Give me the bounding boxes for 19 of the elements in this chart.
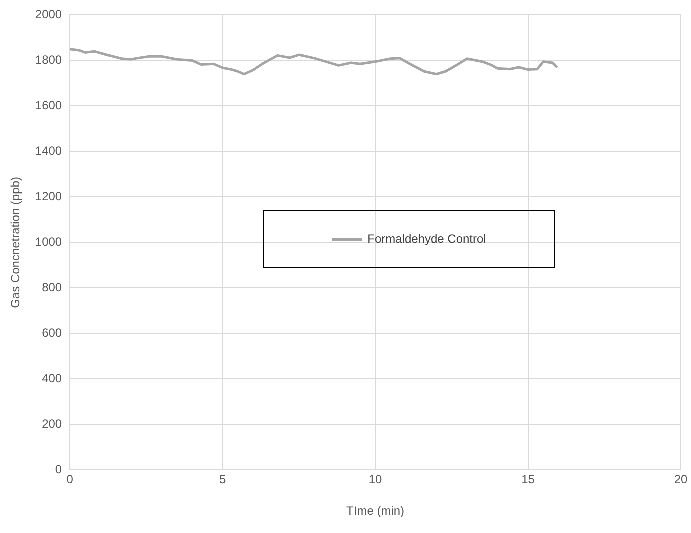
- x-axis-title: TIme (min): [346, 504, 405, 518]
- x-tick-label: 0: [66, 472, 74, 487]
- y-tick-label: 800: [42, 280, 62, 295]
- y-tick-label: 2000: [35, 8, 62, 22]
- y-axis-title: Gas Concnetration (ppb): [8, 176, 23, 308]
- y-tick-label: 400: [42, 372, 62, 386]
- y-tick-label: 200: [42, 417, 62, 432]
- y-tick-label: 600: [42, 326, 62, 340]
- y-tick-label: 1600: [35, 98, 62, 113]
- y-tick-label: 1200: [35, 190, 62, 204]
- legend-label: Formaldehyde Control: [368, 232, 486, 246]
- y-tick-label: 1400: [35, 144, 62, 158]
- x-tick-label: 10: [368, 472, 383, 487]
- x-tick-label: 20: [674, 472, 688, 487]
- y-tick-label: 1800: [35, 53, 62, 68]
- y-tick-label: 1000: [35, 235, 62, 250]
- x-tick-label: 15: [522, 472, 536, 487]
- y-tick-label: 0: [55, 462, 62, 477]
- x-tick-label: 5: [219, 472, 226, 487]
